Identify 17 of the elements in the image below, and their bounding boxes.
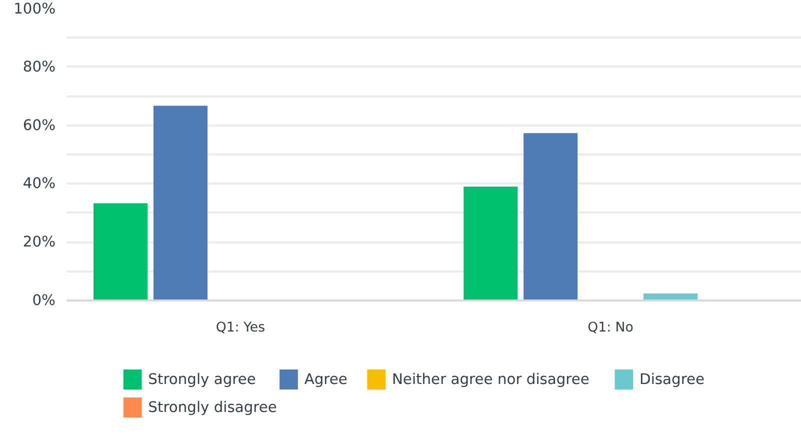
- y-tick-label: 40%: [22, 175, 56, 192]
- bar: [464, 186, 518, 300]
- legend-label: Strongly disagree: [148, 399, 277, 416]
- y-tick-label: 60%: [22, 116, 56, 134]
- legend-label: Disagree: [640, 371, 705, 388]
- legend-label: Strongly agree: [148, 371, 256, 388]
- x-tick-label: Q1: Yes: [216, 320, 266, 336]
- y-tick-label: 0%: [32, 292, 56, 309]
- legend-label: Neither agree nor disagree: [392, 371, 590, 388]
- y-tick-label: 100%: [14, 0, 56, 18]
- legend-label: Agree: [304, 371, 348, 388]
- y-tick-label: 20%: [22, 234, 56, 251]
- bar: [94, 203, 148, 300]
- bar: [524, 133, 578, 300]
- bar: [153, 106, 208, 300]
- x-tick-label: Q1: No: [588, 320, 634, 336]
- y-tick-label: 80%: [22, 58, 56, 76]
